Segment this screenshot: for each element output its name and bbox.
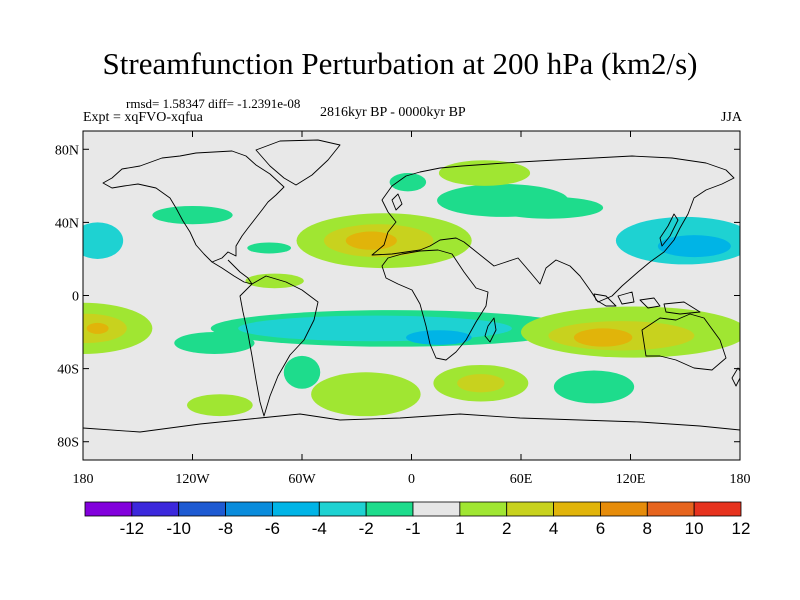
contour-fills (83, 160, 740, 417)
colorbar: -12 -10 -8 -6 -4 -2 -1 1 2 4 6 8 10 12 (84, 501, 751, 538)
coastline-eurasia (371, 155, 735, 303)
period-label: 2816kyr BP - 0000kyr BP (320, 105, 466, 120)
colorbar-label: 10 (685, 519, 704, 538)
lat-tick-label: 40S (57, 363, 79, 378)
lon-tick-label: 120W (175, 472, 210, 487)
colorbar-label: 6 (596, 519, 605, 538)
coastline-antarctica (83, 413, 740, 433)
east-pacific-low (174, 332, 255, 354)
colorbar-swatch (272, 501, 320, 517)
australia-high-peak (573, 328, 633, 347)
coastline-australia (641, 313, 727, 371)
colorbar-label: 1 (455, 519, 464, 538)
colorbar-label: -6 (265, 519, 280, 538)
coastline-british-isles (391, 193, 403, 211)
south-indian-high-core (457, 374, 505, 393)
coastline-greenland (255, 139, 341, 186)
colorbar-swatch (600, 501, 648, 517)
nw-pacific-low-core (657, 235, 731, 258)
colorbar-label: -10 (166, 519, 191, 538)
colorbar-swatch (693, 501, 742, 517)
lon-tick-label: 60E (510, 472, 533, 487)
colorbar-label: 8 (643, 519, 652, 538)
n-atlantic-africa-high-peak (345, 231, 397, 250)
colorbar-label: 12 (732, 519, 751, 538)
southern-ocean-low (553, 370, 635, 404)
colorbar-label: -12 (120, 519, 145, 538)
southern-ocean-south-atlantic-high (311, 372, 421, 417)
colorbar-swatch (412, 501, 461, 517)
experiment-label: Expt = xqFVO-xqfua (83, 110, 203, 125)
colorbar-swatch (646, 501, 695, 517)
colorbar-swatch (553, 501, 601, 517)
ne-pacific-low (83, 222, 124, 259)
season-label: JJA (720, 110, 742, 125)
lon-tick-label: 120E (616, 472, 646, 487)
colorbar-swatch (318, 501, 367, 517)
colorbar-label: -2 (359, 519, 374, 538)
colorbar-swatch (225, 501, 273, 517)
coastline-madagascar (484, 317, 497, 343)
lon-tick-label: 180 (730, 472, 751, 487)
lat-tick-label: 80N (55, 143, 79, 158)
coastline-maritime-continent (593, 291, 701, 315)
scandinavia-low (389, 173, 427, 192)
colorbar-swatch (178, 501, 226, 517)
colorbar-swatch (506, 501, 554, 517)
colorbar-label: -4 (312, 519, 327, 538)
coastline-japan (659, 213, 679, 247)
coastlines (83, 139, 740, 433)
plot-title: Streamfunction Perturbation at 200 hPa (… (102, 46, 698, 81)
colorbar-swatch (84, 501, 133, 517)
north-america-low (152, 205, 233, 225)
colorbar-swatch (131, 501, 180, 517)
colorbar-swatch (459, 501, 508, 517)
coastline-new-zealand (731, 367, 740, 387)
colorbar-label: 2 (502, 519, 511, 538)
lon-tick-label: 0 (408, 472, 415, 487)
lat-tick-label: 40N (55, 216, 79, 231)
lat-tick-label: 0 (72, 290, 79, 305)
central-asia-low (493, 196, 604, 219)
south-america-low (283, 355, 321, 389)
south-atlantic-low-core (406, 330, 472, 345)
south-pacific-high-peak (86, 322, 109, 334)
tropical-america-high (245, 273, 304, 289)
map-axes: 80N 40N 0 40S 80S 180 120W 60W 0 60E 120E 180 (55, 131, 751, 487)
caribbean-low (247, 242, 292, 254)
colorbar-swatch (365, 501, 414, 517)
colorbar-label: -1 (405, 519, 420, 538)
se-pacific-high (187, 394, 253, 417)
arctic-russia-high (438, 160, 531, 186)
colorbar-label: 4 (549, 519, 558, 538)
rmsd-diff-stats: rmsd= 1.58347 diff= -1.2391e-08 (126, 96, 301, 111)
coastline-south-america (239, 275, 319, 417)
coastline-north-america (102, 150, 285, 263)
lon-tick-label: 180 (73, 472, 94, 487)
lat-tick-label: 80S (57, 436, 79, 451)
colorbar-label: -8 (218, 519, 233, 538)
lon-tick-label: 60W (288, 472, 316, 487)
coastline-africa (381, 249, 489, 361)
